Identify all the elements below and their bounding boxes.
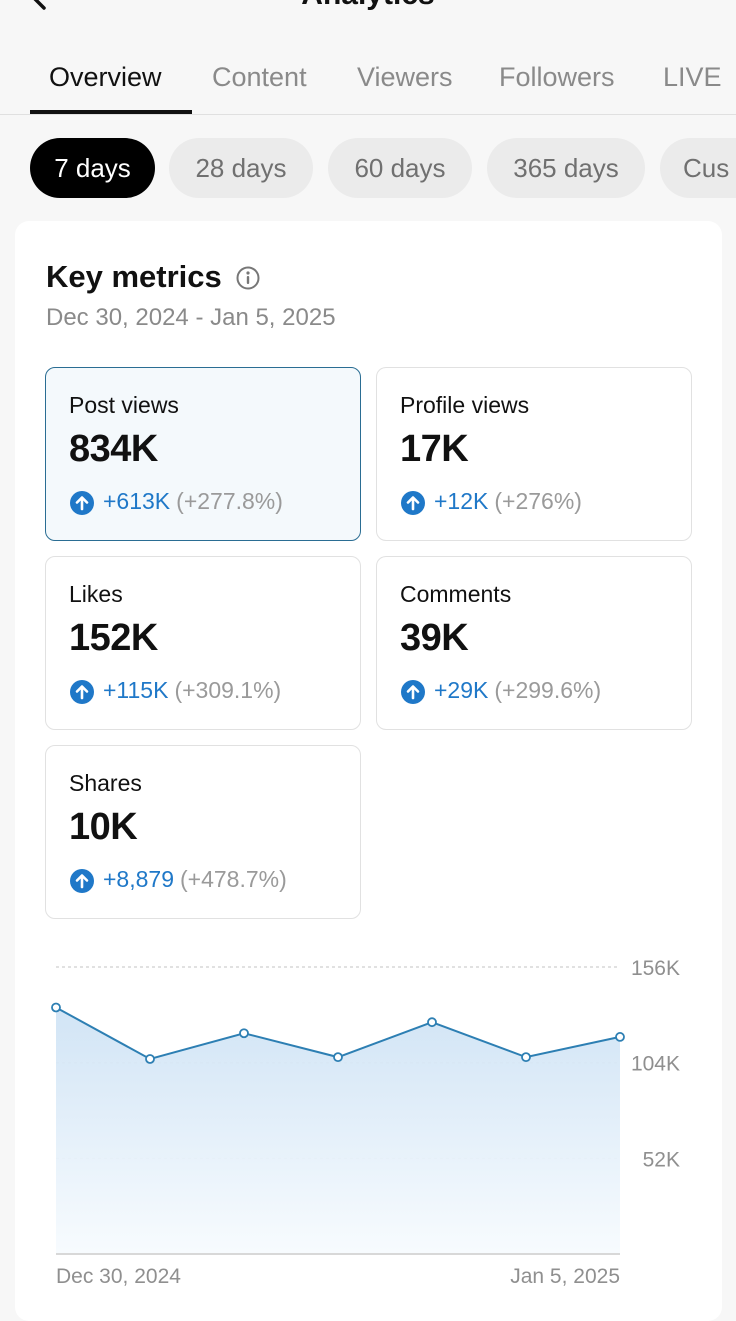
metric-label: Shares xyxy=(69,770,142,796)
arrow-up-circle-icon xyxy=(70,491,94,515)
period-60-days[interactable]: 60 days xyxy=(328,138,472,198)
period-28-days[interactable]: 28 days xyxy=(169,138,313,198)
metric-label: Likes xyxy=(69,581,123,607)
date-range: Dec 30, 2024 - Jan 5, 2025 xyxy=(46,304,336,331)
active-tab-indicator xyxy=(30,110,192,114)
metric-delta: +115K xyxy=(103,677,169,703)
post-views-chart[interactable]: 156K 104K 52K Dec 30, 2024 Jan 5, 2025 xyxy=(15,221,722,1308)
series-line xyxy=(55,1006,621,1061)
metric-delta: +8,879 xyxy=(103,866,174,892)
tab-bar: Overview Content Viewers Followers LIVE xyxy=(0,48,736,115)
page-title: Analytics xyxy=(0,0,736,12)
chart-area xyxy=(56,1007,620,1254)
metric-value: 834K xyxy=(69,428,158,470)
info-icon[interactable] xyxy=(235,265,261,291)
arrow-up-circle-icon xyxy=(401,680,425,704)
back-arrow-icon[interactable] xyxy=(22,0,50,10)
y-tick-label: 104K xyxy=(631,1053,680,1076)
arrow-up-circle-icon xyxy=(401,491,425,515)
metric-card-shares[interactable]: Shares 10K +8,879 (+478.7%) xyxy=(45,745,361,919)
metric-label: Profile views xyxy=(400,392,530,418)
data-point xyxy=(51,1002,61,1013)
metric-label: Post views xyxy=(69,392,179,418)
metric-delta: +29K xyxy=(434,677,489,703)
metric-value: 152K xyxy=(69,617,158,659)
data-point xyxy=(615,1032,625,1042)
data-point xyxy=(333,1052,343,1063)
metric-label: Comments xyxy=(400,581,512,607)
x-tick-label: Dec 30, 2024 xyxy=(56,1265,181,1288)
period-7-days[interactable]: 7 days xyxy=(30,138,155,198)
metric-value: 39K xyxy=(400,617,469,659)
tab-live[interactable]: LIVE xyxy=(663,62,722,92)
metric-card-comments[interactable]: Comments 39K +29K (+299.6%) xyxy=(376,556,692,730)
y-tick-label: 156K xyxy=(631,957,680,980)
period-selector: 7 days 28 days 60 days 365 days Cus xyxy=(0,138,736,200)
metric-percent: (+276%) xyxy=(494,488,582,514)
header: Analytics xyxy=(0,0,736,40)
x-tick-label: Jan 5, 2025 xyxy=(510,1265,620,1288)
tab-viewers[interactable]: Viewers xyxy=(357,62,453,92)
metric-percent: (+277.8%) xyxy=(176,488,283,514)
data-point xyxy=(145,1054,155,1064)
tab-overview[interactable]: Overview xyxy=(49,62,162,92)
metric-card-post-views[interactable]: Post views 834K +613K (+277.8%) xyxy=(45,367,361,541)
metric-value: 10K xyxy=(69,806,138,848)
metric-card-profile-views[interactable]: Profile views 17K +12K (+276%) xyxy=(376,367,692,541)
key-metrics-title: Key metrics xyxy=(46,259,222,294)
tab-followers[interactable]: Followers xyxy=(499,62,615,92)
metric-value: 17K xyxy=(400,428,469,470)
metric-percent: (+299.6%) xyxy=(494,677,602,703)
tab-content[interactable]: Content xyxy=(212,62,307,92)
metric-delta: +12K xyxy=(434,488,489,514)
arrow-up-circle-icon xyxy=(70,680,94,704)
arrow-up-circle-icon xyxy=(70,869,94,893)
metric-delta: +613K xyxy=(103,488,171,514)
metric-card-likes[interactable]: Likes 152K +115K (+309.1%) xyxy=(45,556,361,730)
period-365-days[interactable]: 365 days xyxy=(487,138,645,198)
metric-percent: (+478.7%) xyxy=(180,866,287,892)
data-point xyxy=(239,1028,249,1039)
metric-percent: (+309.1%) xyxy=(174,677,282,703)
y-tick-label: 52K xyxy=(643,1148,680,1171)
key-metrics-card: Key metrics Dec 30, 2024 - Jan 5, 2025 P… xyxy=(15,221,722,1321)
data-point xyxy=(521,1052,531,1063)
data-point xyxy=(427,1017,437,1028)
period-custom[interactable]: Cus xyxy=(660,138,736,198)
